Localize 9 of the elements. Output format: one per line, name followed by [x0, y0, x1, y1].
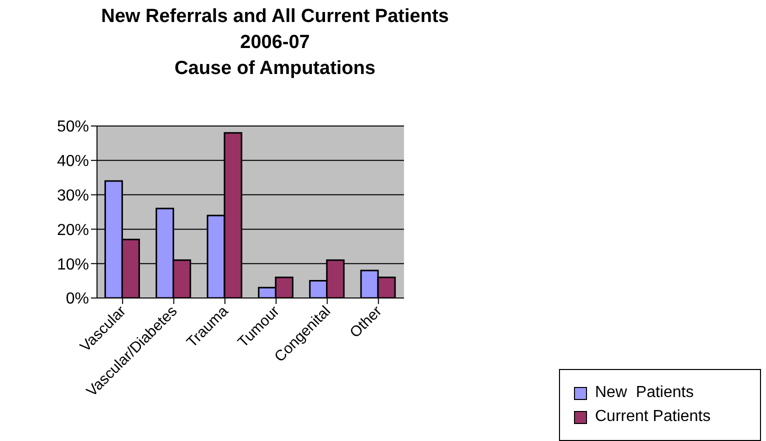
y-tick-label: 10% — [56, 256, 89, 274]
legend-label: Current Patients — [595, 408, 711, 426]
legend-label: New Patients — [595, 384, 694, 402]
y-tick-label: 40% — [56, 153, 89, 170]
y-tick-label: 20% — [56, 222, 89, 239]
chart-title: New Referrals and All Current Patients 2006-07 Cause of Amputations — [100, 5, 450, 81]
y-tick-label: 30% — [56, 187, 89, 204]
y-tick-label: 0% — [66, 290, 89, 308]
y-tick-label: 50% — [56, 118, 89, 136]
